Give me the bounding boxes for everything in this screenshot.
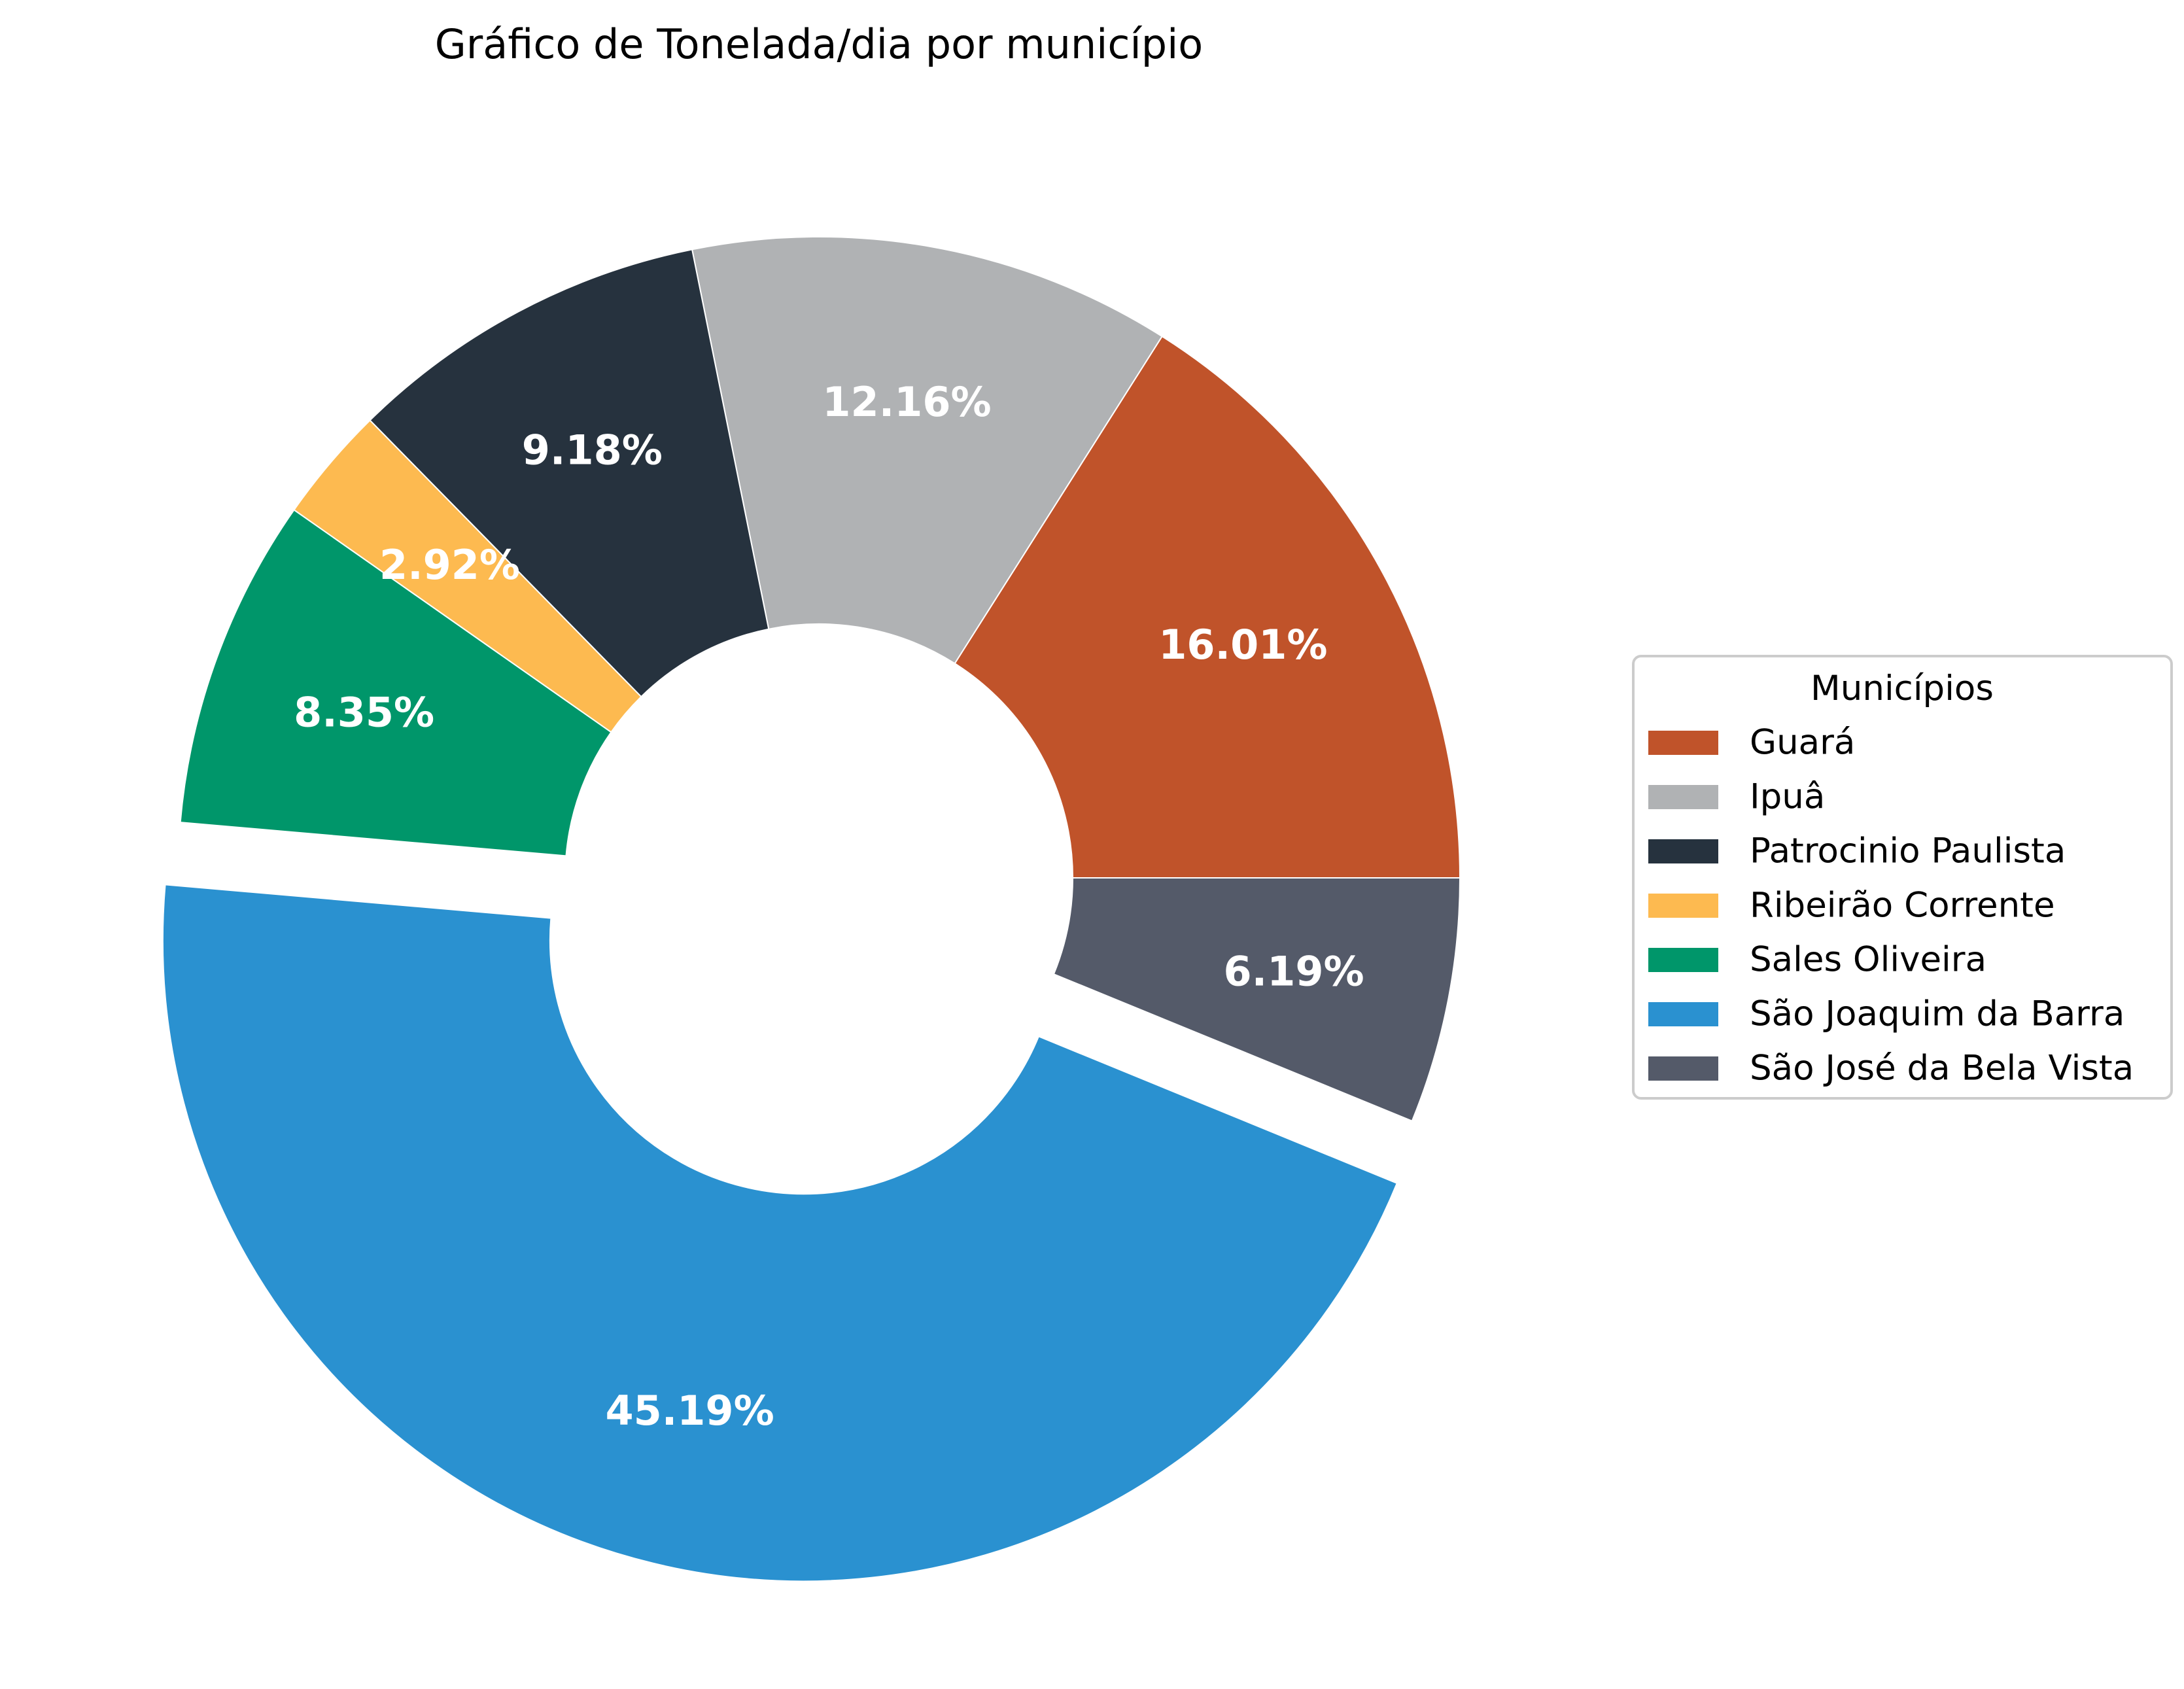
legend-swatch (1648, 785, 1718, 809)
pie-slice (179, 509, 612, 857)
legend-title: Municípios (1811, 669, 1994, 708)
legend-label: São Joaquim da Barra (1750, 994, 2124, 1034)
legend-label: Patrocinio Paulista (1750, 831, 2066, 871)
pie-slice (691, 236, 1163, 665)
slice-label: 12.16% (822, 378, 991, 426)
legend: Municípios Guará Ipuâ Patrocinio Paulista R… (1632, 655, 2173, 1100)
legend-label: Ribeirão Corrente (1750, 886, 2055, 926)
legend-label: Guará (1750, 723, 1855, 763)
legend-swatch (1648, 1056, 1718, 1081)
pie-slice (1052, 877, 1461, 1122)
legend-swatch (1648, 894, 1718, 918)
legend-label: São José da Bela Vista (1750, 1049, 2134, 1088)
legend-label: Ipuâ (1750, 777, 1825, 817)
slice-label: 6.19% (1224, 947, 1364, 995)
slice-label: 2.92% (379, 541, 520, 589)
pie-slice (162, 884, 1398, 1582)
legend-label: Sales Oliveira (1750, 940, 1986, 980)
legend-frame (1632, 655, 2173, 1100)
slice-label: 16.01% (1158, 621, 1327, 669)
pie-slices (162, 236, 1461, 1582)
legend-swatch (1648, 839, 1718, 863)
legend-swatch (1648, 731, 1718, 755)
legend-swatch (1648, 1002, 1718, 1026)
slice-labels: 16.01% 12.16% 9.18% 2.92% 8.35% 45.19% 6.19% (294, 378, 1364, 1435)
legend-swatch (1648, 948, 1718, 972)
chart-title: Gráfico de Tonelada/dia por município (435, 20, 1204, 68)
slice-label: 8.35% (294, 688, 434, 736)
pie-slice (954, 335, 1461, 879)
legend-items: Guará Ipuâ Patrocinio Paulista Ribeirão Cor… (1648, 723, 2134, 1088)
slice-label: 45.19% (605, 1387, 774, 1435)
pie-slice (369, 249, 770, 698)
slice-label: 9.18% (522, 427, 663, 474)
